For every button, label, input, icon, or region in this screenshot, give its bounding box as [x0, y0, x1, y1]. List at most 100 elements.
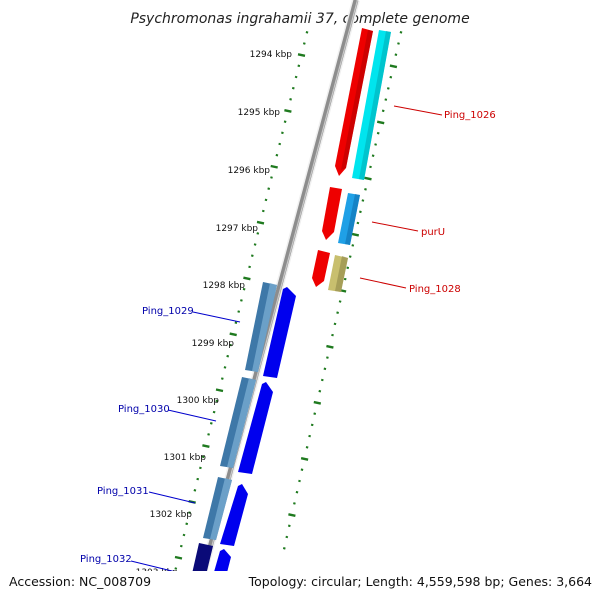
- minor-tick: [305, 31, 309, 34]
- minor-tick: [234, 321, 238, 324]
- minor-tick: [285, 535, 289, 539]
- minor-tick: [326, 356, 329, 359]
- inner-track-dots: [168, 31, 309, 593]
- minor-tick: [179, 544, 183, 548]
- minor-tick: [275, 153, 279, 157]
- gene-label-ping-1029[interactable]: Ping_1029: [142, 306, 194, 317]
- gene-ping-1028-strand[interactable]: [312, 250, 330, 287]
- gene-ping-1026-cog-shade: [359, 31, 391, 180]
- major-tick: [300, 457, 309, 461]
- gene-label-ping-1030[interactable]: Ping_1030: [118, 404, 170, 415]
- minor-tick: [364, 188, 367, 191]
- minor-tick: [346, 266, 350, 270]
- major-tick: [288, 513, 296, 517]
- major-tick: [297, 53, 306, 57]
- minor-tick: [209, 422, 213, 425]
- minor-tick: [281, 131, 284, 135]
- gene-label-ping-1026[interactable]: Ping_1026: [444, 110, 496, 121]
- gene-puru-cog-shade: [345, 194, 360, 245]
- minor-tick: [313, 412, 317, 415]
- gene-ping-1031-strand[interactable]: [220, 484, 248, 546]
- minor-tick: [185, 522, 189, 526]
- gene-ping-1029-strand[interactable]: [263, 287, 296, 378]
- forward-gene-labels: Ping_1026 purU Ping_1028: [359, 105, 496, 295]
- minor-tick: [261, 209, 265, 213]
- minor-tick: [270, 176, 273, 179]
- tick-label: 1297 kbp: [216, 224, 259, 234]
- minor-tick: [310, 423, 314, 427]
- gene-label-ping-1032[interactable]: Ping_1032: [80, 554, 132, 565]
- minor-tick: [333, 322, 337, 326]
- minor-tick: [343, 277, 347, 281]
- minor-tick: [298, 479, 301, 483]
- footer-backdrop: [0, 571, 600, 600]
- minor-tick: [336, 311, 339, 314]
- minor-tick: [193, 489, 197, 492]
- minor-tick: [237, 310, 241, 313]
- major-tick: [215, 388, 224, 393]
- minor-tick: [199, 466, 202, 470]
- reverse-genes: [186, 282, 296, 600]
- major-tick: [270, 164, 278, 169]
- major-tick: [174, 555, 183, 560]
- minor-tick: [242, 287, 246, 291]
- minor-tick: [293, 502, 296, 505]
- minor-tick: [384, 98, 388, 101]
- minor-tick: [223, 366, 227, 369]
- minor-tick: [297, 64, 301, 68]
- tick-label: 1301 kbp: [164, 453, 207, 463]
- minor-tick: [229, 343, 232, 347]
- minor-tick: [291, 86, 295, 90]
- minor-tick: [399, 31, 403, 34]
- minor-tick: [386, 87, 390, 90]
- gene-ping-1029-cog-shine: [252, 283, 277, 372]
- minor-tick: [320, 378, 324, 382]
- minor-tick: [240, 299, 243, 302]
- gene-ping-1030-strand[interactable]: [238, 382, 273, 474]
- minor-tick: [394, 53, 398, 56]
- minor-tick: [248, 265, 251, 269]
- minor-tick: [374, 143, 377, 146]
- minor-tick: [196, 477, 200, 481]
- gene-ping-1030-cog-shine: [227, 378, 256, 468]
- tick-label: 1300 kbp: [177, 396, 220, 406]
- minor-tick: [389, 75, 393, 79]
- minor-tick: [359, 210, 362, 214]
- minor-tick: [253, 243, 257, 246]
- minor-tick: [300, 468, 304, 471]
- tick-label: 1295 kbp: [238, 108, 281, 118]
- minor-tick: [371, 154, 375, 157]
- minor-tick: [305, 446, 309, 449]
- minor-tick: [215, 399, 219, 403]
- leader-line: [393, 105, 443, 116]
- gene-label-puru[interactable]: purU: [421, 227, 445, 238]
- tick-label: 1299 kbp: [192, 339, 235, 349]
- gene-label-ping-1031[interactable]: Ping_1031: [97, 486, 149, 497]
- major-tick: [313, 400, 322, 405]
- major-tick: [376, 120, 385, 125]
- outer-track-dots: [282, 31, 403, 550]
- gene-puru-strand[interactable]: [322, 187, 342, 240]
- gene-ping-1026-strand-shade: [341, 30, 373, 170]
- minor-tick: [250, 254, 254, 257]
- minor-tick: [220, 377, 224, 380]
- leader-line: [192, 311, 241, 323]
- major-tick: [284, 109, 292, 113]
- minor-tick: [308, 434, 311, 438]
- minor-tick: [351, 244, 355, 247]
- gene-ping-1028-cog-shade: [335, 256, 348, 292]
- minor-tick: [376, 131, 380, 135]
- minor-tick: [256, 232, 260, 235]
- reverse-gene-labels: Ping_1029 Ping_1030 Ping_1031 Ping_1032: [80, 306, 241, 573]
- major-tick: [364, 176, 372, 181]
- minor-tick: [182, 533, 186, 537]
- tick-label: 1298 kbp: [203, 281, 246, 291]
- minor-tick: [369, 165, 372, 169]
- gene-label-ping-1028[interactable]: Ping_1028: [409, 284, 461, 295]
- minor-tick: [278, 142, 282, 146]
- leader-line: [167, 409, 217, 422]
- tick-label: 1296 kbp: [228, 166, 271, 176]
- minor-tick: [302, 42, 306, 45]
